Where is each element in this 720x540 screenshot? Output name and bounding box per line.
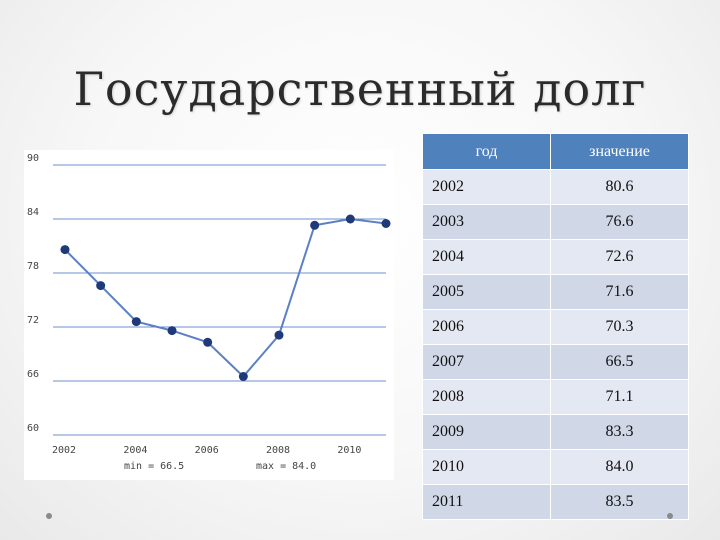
data-point xyxy=(167,326,177,336)
max-label: max = 84.0 xyxy=(256,461,316,472)
table-row: 2011 83.5 xyxy=(422,484,689,520)
cell-value: 72.6 xyxy=(550,239,689,275)
cell-year: 2006 xyxy=(422,309,551,345)
cell-year: 2004 xyxy=(422,239,551,275)
header-value: значение xyxy=(550,133,689,170)
table-row: 2005 71.6 xyxy=(422,274,689,310)
slide-title: Государственный долг xyxy=(73,62,647,116)
x-tick-label: 2008 xyxy=(266,445,290,456)
data-point xyxy=(345,214,355,224)
min-label: min = 66.5 xyxy=(124,461,184,472)
data-point xyxy=(381,219,391,228)
x-tick-label: 2002 xyxy=(52,445,76,456)
decorative-dot xyxy=(667,513,673,519)
cell-year: 2002 xyxy=(422,169,551,205)
data-point xyxy=(310,220,320,230)
y-tick-label: 66 xyxy=(27,369,39,380)
data-point xyxy=(131,317,141,327)
cell-year: 2003 xyxy=(422,204,551,240)
cell-value: 71.1 xyxy=(550,379,689,415)
table-row: 2008 71.1 xyxy=(422,379,689,415)
decorative-dot xyxy=(46,513,52,519)
data-point xyxy=(203,337,213,347)
cell-value: 83.3 xyxy=(550,414,689,450)
table-row: 2003 76.6 xyxy=(422,204,689,240)
data-point xyxy=(238,372,248,381)
y-tick-label: 72 xyxy=(27,315,39,326)
table-row: 2002 80.6 xyxy=(422,169,689,205)
y-tick-label: 84 xyxy=(27,207,39,218)
cell-year: 2008 xyxy=(422,379,551,415)
cell-value: 70.3 xyxy=(550,309,689,345)
table-row: 2009 83.3 xyxy=(422,414,689,450)
table-row: 2006 70.3 xyxy=(422,309,689,345)
y-tick-label: 90 xyxy=(27,153,39,164)
cell-year: 2009 xyxy=(422,414,551,450)
cell-value: 76.6 xyxy=(550,204,689,240)
data-table: год значение 2002 80.6 2003 76.6 2004 72… xyxy=(422,133,689,520)
table-row: 2010 84.0 xyxy=(422,449,689,485)
cell-value: 71.6 xyxy=(550,274,689,310)
cell-year: 2007 xyxy=(422,344,551,380)
line-chart: 60 66 72 78 84 90 2002 2004 2006 2008 2010 min = 66… xyxy=(24,150,394,480)
header-year: год xyxy=(422,133,551,170)
x-tick-label: 2004 xyxy=(123,445,147,456)
cell-year: 2005 xyxy=(422,274,551,310)
table-row: 2004 72.6 xyxy=(422,239,689,275)
x-tick-label: 2010 xyxy=(337,445,361,456)
y-tick-label: 60 xyxy=(27,423,39,434)
cell-value: 84.0 xyxy=(550,449,689,485)
line-chart-svg: 60 66 72 78 84 90 2002 2004 2006 2008 2010 min = 66… xyxy=(27,153,391,472)
data-point xyxy=(274,330,284,340)
data-point xyxy=(96,281,106,291)
cell-value: 83.5 xyxy=(550,484,689,520)
cell-value: 80.6 xyxy=(550,169,689,205)
x-tick-label: 2006 xyxy=(195,445,219,456)
data-point xyxy=(60,245,70,255)
series-line xyxy=(64,217,387,378)
table-header-row: год значение xyxy=(422,133,689,170)
table-row: 2007 66.5 xyxy=(422,344,689,380)
cell-value: 66.5 xyxy=(550,344,689,380)
y-tick-label: 78 xyxy=(27,261,39,272)
cell-year: 2011 xyxy=(422,484,551,520)
cell-year: 2010 xyxy=(422,449,551,485)
